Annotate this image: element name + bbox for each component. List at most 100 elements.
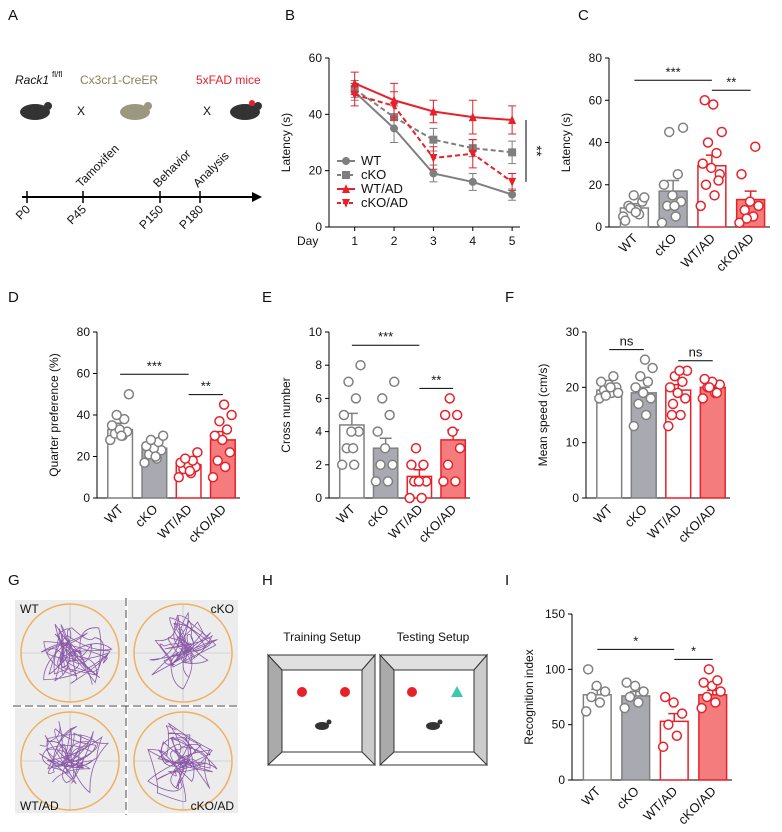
data-point [387,459,398,471]
x-tick-label: cKO [621,502,649,530]
data-point [438,476,449,487]
x-tick-label: WT/AD [678,231,718,271]
data-point [612,387,624,399]
data-point [638,686,649,697]
data-point [744,196,756,207]
data-point [416,492,427,504]
x-tick-label: WT [590,501,615,526]
marker [508,115,517,124]
data-point [179,453,191,464]
data-point [450,476,461,487]
marker [429,106,438,116]
data-point [656,217,668,229]
group-label: cKO/AD [191,799,235,813]
data-point [350,393,362,404]
sig-label: *** [147,358,162,373]
data-point [668,697,679,708]
data-point [594,697,606,708]
error-bar [413,469,426,477]
bar [630,392,657,499]
data-point [209,430,221,441]
data-point [697,158,708,169]
data-point [695,200,706,212]
x-tick-label: 3 [430,234,437,248]
marker [342,199,350,208]
y-tick-label: 20 [309,164,323,178]
y-tick-label: 40 [77,408,91,422]
panel-label: I [505,572,509,589]
x-tick-label: WT [333,501,358,526]
data-point [703,664,715,675]
y-tick-label: 10 [309,325,323,339]
sig-label: * [633,633,638,648]
marker [429,169,438,178]
x-tick-label: cKO/AD [415,502,459,546]
data-point [663,719,674,730]
y-tick-label: 10 [566,436,580,450]
data-point [619,702,630,714]
y-axis-label: Quarter preference (%) [47,353,61,476]
data-point [677,122,689,133]
y-tick-label: 0 [83,491,90,505]
data-point [343,376,354,388]
data-point [599,686,611,697]
x-tick-label: WT [101,501,126,526]
sig-label: ns [620,334,634,349]
timepoint: P0 [13,202,34,223]
data-point [384,409,395,421]
data-point [708,99,719,110]
data-point [207,472,219,483]
data-point [698,677,709,688]
cross: X [77,104,85,118]
data-point [447,426,458,437]
data-point [346,426,357,437]
data-point [663,126,675,138]
y-axis-label: Latency (s) [279,113,293,172]
setup-title: Training Setup [283,630,361,644]
data-point [630,206,642,218]
y-tick-label: 0 [558,773,565,787]
data-point [680,393,691,404]
x-tick-label: cKO/AD [675,502,719,546]
data-point [671,730,683,741]
data-point [442,459,454,471]
arena [378,653,489,767]
data-point [418,459,429,471]
data-point [676,708,688,719]
data-point [701,691,713,703]
marker [350,90,359,100]
data-point [699,373,710,385]
y-axis-label: Mean speed (cm/s) [536,364,550,467]
setup-title: Testing Setup [397,630,470,644]
data-point [608,371,619,382]
x-tick-label: WT/AD [640,784,680,824]
event: Analysis [190,149,231,190]
data-point [375,459,386,471]
data-point [647,362,658,374]
data-point [605,382,616,393]
data-point [406,459,417,471]
data-point [736,168,747,180]
cre-line: Cx3cr1-CreER [80,73,158,87]
x-tick-label: 4 [469,234,476,248]
y-tick-label: 60 [77,367,91,381]
marker [508,190,517,199]
data-point [338,409,350,421]
group-label: WT [20,602,39,616]
swim-track [147,722,218,802]
data-point [413,476,425,487]
data-point [224,447,236,458]
data-point [667,190,678,201]
y-tick-label: 0 [572,491,579,505]
data-point [670,211,682,222]
panel-label: H [262,572,273,589]
y-axis-label: Recognition index [522,649,536,744]
data-point [212,455,223,466]
x-tick-label: cKO [613,784,641,812]
swim-track [40,623,113,685]
marker [508,177,517,187]
data-point [348,459,360,471]
data-point [645,393,657,404]
y-tick-label: 0 [315,491,322,505]
data-point [659,691,671,703]
